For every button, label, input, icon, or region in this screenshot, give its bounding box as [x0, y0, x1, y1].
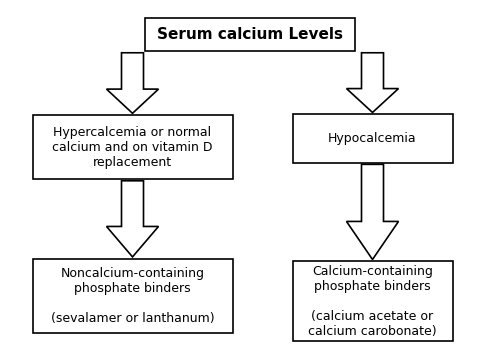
Polygon shape — [106, 181, 158, 257]
Text: Serum calcium Levels: Serum calcium Levels — [157, 27, 343, 42]
Polygon shape — [106, 53, 158, 113]
Text: Noncalcium-containing
phosphate binders

(sevalamer or lanthanum): Noncalcium-containing phosphate binders … — [50, 267, 214, 325]
FancyBboxPatch shape — [292, 114, 452, 163]
Text: Hypercalcemia or normal
calcium and on vitamin D
replacement: Hypercalcemia or normal calcium and on v… — [52, 126, 213, 169]
Polygon shape — [346, 164, 399, 260]
Text: Hypocalcemia: Hypocalcemia — [328, 132, 417, 145]
FancyBboxPatch shape — [292, 261, 452, 341]
Text: Calcium-containing
phosphate binders

(calcium acetate or
calcium carobonate): Calcium-containing phosphate binders (ca… — [308, 265, 437, 337]
FancyBboxPatch shape — [32, 115, 232, 179]
FancyBboxPatch shape — [32, 259, 232, 333]
FancyBboxPatch shape — [145, 18, 355, 51]
Polygon shape — [346, 53, 399, 112]
